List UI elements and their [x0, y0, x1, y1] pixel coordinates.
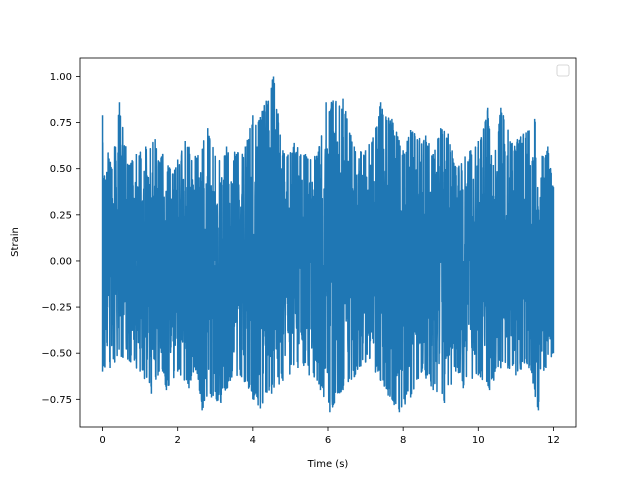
y-tick-label: 0.00: [50, 256, 72, 267]
y-tick-label: −0.25: [41, 303, 72, 314]
y-axis: −0.75 −0.50 −0.25 0.00 0.25 0.50 0.75 1.00: [41, 72, 80, 406]
x-tick-label: 8: [400, 435, 406, 446]
data-layer: [101, 76, 555, 413]
x-tick-label: 2: [175, 435, 181, 446]
x-axis: 0 2 4 6 8 10 12: [99, 427, 560, 446]
y-tick-label: 1.00: [50, 72, 72, 83]
y-tick-label: 0.75: [50, 118, 72, 129]
y-tick-label: −0.50: [41, 349, 72, 360]
legend-box[interactable]: [556, 64, 570, 77]
x-tick-label: 0: [99, 435, 105, 446]
strain-series-line: [101, 76, 555, 413]
x-tick-label: 10: [472, 435, 485, 446]
y-tick-label: 0.25: [50, 210, 72, 221]
y-axis-label: Strain: [10, 227, 21, 257]
x-tick-label: 4: [250, 435, 256, 446]
x-axis-label: Time (s): [307, 459, 349, 470]
y-tick-label: −0.75: [41, 395, 72, 406]
x-tick-label: 6: [325, 435, 331, 446]
x-tick-label: 12: [547, 435, 560, 446]
y-tick-label: 0.50: [50, 164, 72, 175]
